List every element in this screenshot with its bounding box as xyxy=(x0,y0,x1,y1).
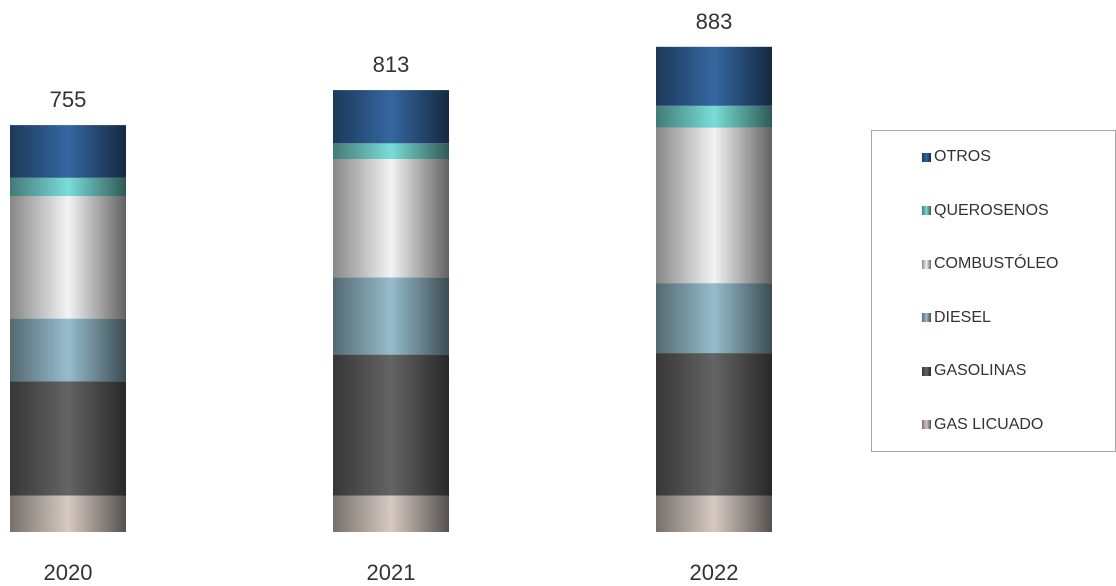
bar-segment-combustoleo-2022 xyxy=(656,127,772,284)
legend-item-diesel: DIESEL xyxy=(922,308,991,328)
bar-segment-gasolinas-2022 xyxy=(656,353,772,496)
total-label-2020: 755 xyxy=(50,87,87,112)
total-label-2021: 813 xyxy=(373,52,410,77)
legend-label: COMBUSTÓLEO xyxy=(934,255,1059,272)
bar-segment-gas-licuado-2020 xyxy=(10,495,126,532)
legend-item-otros: OTROS xyxy=(922,147,991,167)
bar-segment-combustoleo-2020 xyxy=(10,196,126,319)
legend: OTROS QUEROSENOS COMBUSTÓLEO DIESEL GASOLINA… xyxy=(871,130,1116,452)
bar-segment-diesel-2021 xyxy=(333,277,449,355)
legend-label: OTROS xyxy=(934,148,991,165)
bar-segment-gas-licuado-2021 xyxy=(333,495,449,532)
totals-group: 755 813 883 xyxy=(50,9,733,112)
legend-swatch xyxy=(922,206,931,215)
legend-item-querosenos: QUEROSENOS xyxy=(922,201,1049,221)
legend-item-gas-licuado: GAS LICUADO xyxy=(922,415,1043,435)
bar-segment-gasolinas-2021 xyxy=(333,354,449,496)
bar-segment-otros-2021 xyxy=(333,90,449,144)
bar-segment-combustoleo-2021 xyxy=(333,159,449,278)
bar-segment-querosenos-2020 xyxy=(10,177,126,197)
category-label-2020: 2020 xyxy=(44,560,93,585)
category-label-2021: 2021 xyxy=(367,560,416,585)
total-label-2022: 883 xyxy=(696,9,733,34)
legend-label: GASOLINAS xyxy=(934,362,1027,379)
bar-segment-diesel-2020 xyxy=(10,318,126,382)
bar-segment-otros-2022 xyxy=(656,46,772,106)
bar-segment-querosenos-2021 xyxy=(333,143,449,159)
legend-swatch xyxy=(922,259,931,269)
category-label-2022: 2022 xyxy=(690,560,739,585)
bars-group xyxy=(10,46,772,532)
legend-label: GAS LICUADO xyxy=(934,415,1044,433)
bar-segment-otros-2020 xyxy=(10,125,126,178)
legend-label: DIESEL xyxy=(934,308,991,326)
bar-segment-gasolinas-2020 xyxy=(10,381,126,496)
bar-segment-gas-licuado-2022 xyxy=(656,495,772,532)
legend-swatch xyxy=(922,313,931,322)
legend-swatch xyxy=(922,420,931,429)
bar-segment-diesel-2022 xyxy=(656,283,772,353)
legend-label: QUEROSENOS xyxy=(934,201,1049,219)
legend-swatch xyxy=(922,152,931,162)
legend-item-combustoleo: COMBUSTÓLEO xyxy=(922,254,1058,274)
bar-segment-querosenos-2022 xyxy=(656,105,772,128)
legend-swatch xyxy=(922,366,931,376)
legend-item-gasolinas: GASOLINAS xyxy=(922,361,1026,381)
category-labels-group: 2020 2021 2022 xyxy=(44,560,739,585)
